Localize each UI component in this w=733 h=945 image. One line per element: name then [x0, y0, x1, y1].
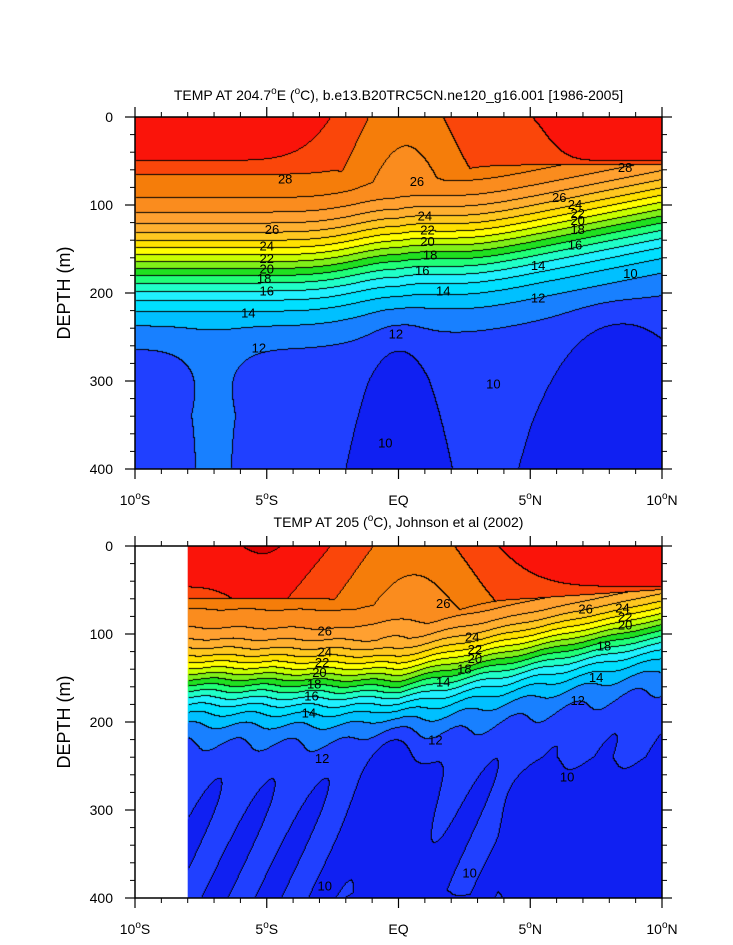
contour-label: 28: [278, 172, 292, 187]
contour-label: 22: [315, 655, 329, 670]
y-tick-label: 0: [105, 109, 113, 125]
temperature-field: [187, 546, 662, 898]
y-axis-label: DEPTH (m): [54, 247, 74, 340]
y-tick-label: 300: [90, 373, 114, 389]
panel-1: 2828262626242424222222202020181818161616…: [54, 86, 678, 508]
y-tick-label: 200: [90, 285, 114, 301]
contour-label: 14: [589, 670, 603, 685]
contour-label: 12: [428, 733, 442, 748]
contour-label: 22: [618, 609, 632, 624]
contour-label: 16: [304, 689, 318, 704]
contour-label: 20: [420, 234, 434, 249]
y-tick-label: 400: [90, 461, 114, 477]
contour-label: 18: [257, 271, 271, 286]
y-tick-label: 400: [90, 890, 114, 906]
contour-label: 26: [552, 190, 566, 205]
x-tick-label: 10oN: [646, 491, 677, 508]
contour-label: 20: [468, 651, 482, 666]
contour-label: 16: [260, 283, 274, 298]
contour-label: 14: [436, 675, 450, 690]
contour-label: 20: [570, 213, 584, 228]
contour-label: 12: [570, 693, 584, 708]
contour-label: 10: [462, 865, 476, 880]
x-tick-label: EQ: [388, 921, 408, 937]
contour-label: 10: [486, 377, 500, 392]
chart-title: TEMP AT 204.7oE (oC), b.e13.B20TRC5CN.ne…: [174, 86, 623, 103]
contour-label: 18: [570, 222, 584, 237]
contour-label: 24: [418, 209, 432, 224]
contour-label: 20: [312, 665, 326, 680]
x-tick-label: 5oN: [519, 491, 542, 508]
x-tick-label: EQ: [388, 492, 408, 508]
x-tick-label: 10oS: [120, 920, 150, 937]
contour-label: 12: [389, 326, 403, 341]
contour-label: 20: [618, 617, 632, 632]
contour-label: 26: [578, 601, 592, 616]
x-tick-label: 10oN: [646, 920, 677, 937]
contour-label: 12: [252, 341, 266, 356]
contour-label: 14: [241, 305, 255, 320]
contour-label: 26: [317, 623, 331, 638]
contour-label: 26: [265, 222, 279, 237]
contour-label: 26: [436, 596, 450, 611]
contour-label: 12: [315, 751, 329, 766]
contour-label: 18: [423, 247, 437, 262]
contour-label: 24: [615, 601, 629, 616]
y-tick-label: 200: [90, 714, 114, 730]
contour-label: 10: [317, 879, 331, 894]
y-tick-label: 0: [105, 538, 113, 554]
contour-label: 16: [568, 238, 582, 253]
x-tick-label: 5oN: [519, 920, 542, 937]
y-tick-label: 100: [90, 197, 114, 213]
contour-label: 14: [531, 258, 545, 273]
contour-label: 24: [465, 630, 479, 645]
x-tick-label: 10oS: [120, 491, 150, 508]
contour-label: 24: [260, 238, 274, 253]
contour-label: 14: [302, 705, 316, 720]
x-tick-label: 5oS: [255, 491, 278, 508]
contour-label: 22: [260, 251, 274, 266]
contour-label: 22: [570, 206, 584, 221]
contour-label: 24: [317, 645, 331, 660]
y-tick-label: 300: [90, 802, 114, 818]
contour-label: 22: [468, 642, 482, 657]
y-axis-label: DEPTH (m): [54, 676, 74, 769]
contour-label: 16: [415, 263, 429, 278]
chart-title: TEMP AT 205 (oC), Johnson et al (2002): [274, 513, 524, 530]
contour-label: 24: [568, 197, 582, 212]
temperature-field: [135, 117, 662, 469]
contour-label: 18: [597, 638, 611, 653]
contour-label: 10: [623, 266, 637, 281]
contour-label: 10: [378, 436, 392, 451]
contour-label: 14: [436, 283, 450, 298]
contour-label: 26: [410, 174, 424, 189]
contour-label: 20: [260, 261, 274, 276]
contour-label: 10: [560, 770, 574, 785]
contour-label: 12: [531, 290, 545, 305]
contour-label: 28: [618, 160, 632, 175]
contour-label: 18: [307, 676, 321, 691]
contour-label: 22: [420, 223, 434, 238]
x-tick-label: 5oS: [255, 920, 278, 937]
contour-label: 18: [457, 661, 471, 676]
y-tick-label: 100: [90, 626, 114, 642]
